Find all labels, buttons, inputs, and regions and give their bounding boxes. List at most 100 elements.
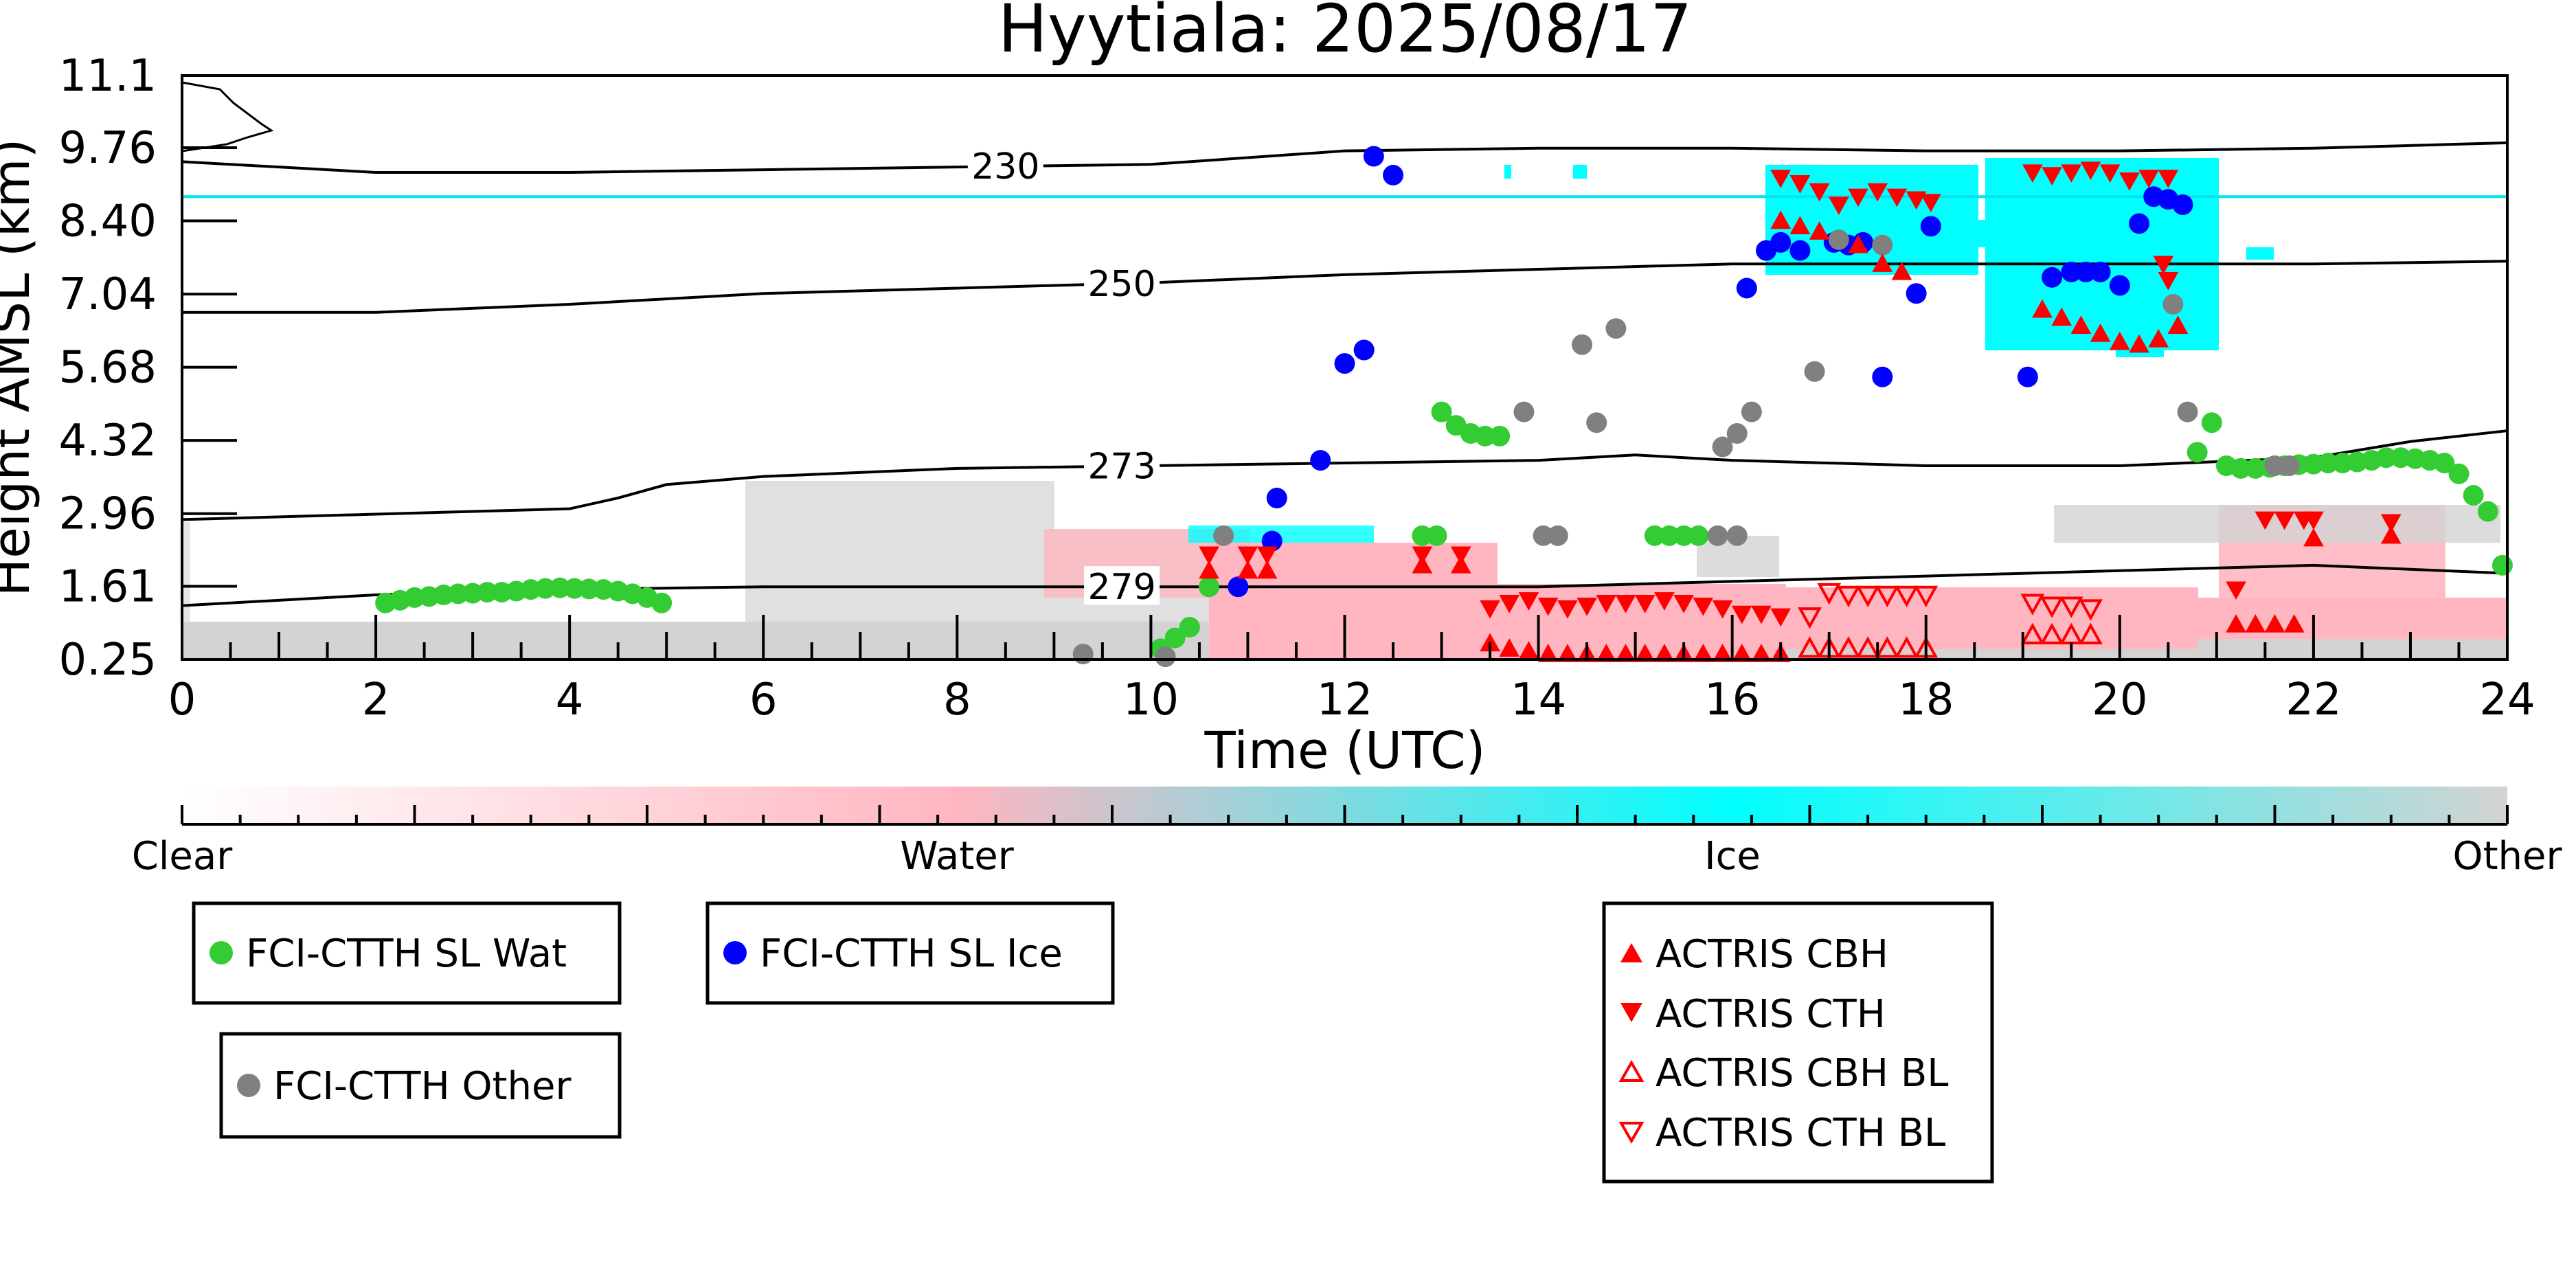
- marker-actris-cbh: [2264, 614, 2285, 633]
- marker-fci-ctth-other: [1804, 361, 1825, 382]
- marker-fci-ctth-sl-wat: [2187, 442, 2208, 463]
- marker-actris-cbh: [2226, 614, 2246, 633]
- y-tick-label: 7.04: [59, 269, 157, 320]
- marker-actris-cth: [1615, 595, 1636, 613]
- marker-fci-ctth-other: [2264, 455, 2285, 476]
- x-tick-label: 0: [168, 675, 196, 725]
- marker-actris-cbh: [1499, 638, 1520, 657]
- marker-actris-cth: [2255, 511, 2276, 530]
- marker-actris-cth: [2022, 164, 2043, 183]
- marker-fci-ctth-sl-wat: [2318, 453, 2339, 474]
- marker-fci-ctth-sl-wat: [1164, 627, 1186, 648]
- marker-fci-ctth-other: [1726, 525, 1748, 546]
- marker-actris-cbh: [2129, 334, 2149, 353]
- marker-actris-cbh: [2245, 614, 2266, 633]
- marker-actris-cth: [1480, 600, 1500, 619]
- legend-box-actris: ACTRIS CBH ACTRIS CTH ACTRIS CBH BL ACTR…: [1602, 901, 1994, 1184]
- marker-actris-cth: [1731, 605, 1752, 624]
- marker-actris-cbh: [1693, 644, 1714, 662]
- legend-marker-ice: [723, 941, 747, 964]
- marker-fci-ctth-sl-ice: [2075, 261, 2097, 282]
- isotherm-label-bg: [1084, 566, 1160, 605]
- legend-label-cbh: ACTRIS CBH: [1656, 932, 1888, 977]
- x-tick-label: 4: [556, 675, 584, 725]
- marker-fci-ctth-sl-ice: [1363, 146, 1384, 167]
- other-fill: [745, 481, 1054, 622]
- x-tick-label: 20: [2092, 675, 2147, 725]
- marker-actris-cbh: [1256, 560, 1278, 579]
- marker-actris-cth: [2226, 581, 2246, 600]
- marker-fci-ctth-other: [1213, 525, 1234, 546]
- marker-actris-cbh: [1770, 210, 1792, 229]
- marker-actris-cth: [1412, 546, 1433, 565]
- legend-label-cbh-bl: ACTRIS CBH BL: [1656, 1051, 1948, 1096]
- marker-actris-cth: [1770, 608, 1792, 627]
- water-fill: [1786, 587, 2198, 649]
- marker-fci-ctth-sl-wat: [2375, 447, 2397, 468]
- isotherm-label-bg: [1084, 262, 1160, 302]
- marker-fci-ctth-sl-ice: [1334, 353, 1355, 374]
- marker-actris-cbh: [1872, 253, 1893, 272]
- marker-fci-ctth-other: [1741, 401, 1762, 422]
- y-tick-label: 4.32: [59, 416, 157, 466]
- marker-fci-ctth-sl-wat: [1475, 425, 1496, 447]
- marker-fci-ctth-other: [1828, 229, 1849, 250]
- marker-actris-cbh: [2070, 315, 2092, 334]
- marker-fci-ctth-sl-wat: [564, 578, 585, 599]
- marker-fci-ctth-sl-ice: [1228, 576, 1249, 598]
- legend-label-cth-bl: ACTRIS CTH BL: [1656, 1111, 1945, 1155]
- marker-actris-cth-bl: [2059, 596, 2083, 618]
- marker-actris-cth: [1920, 194, 1941, 213]
- marker-fci-ctth-sl-wat: [2477, 501, 2498, 522]
- marker-fci-ctth-sl-wat: [578, 578, 600, 600]
- marker-fci-ctth-sl-wat: [2463, 485, 2484, 506]
- marker-actris-cth-bl: [2040, 596, 2064, 618]
- marker-actris-cth: [2061, 164, 2082, 183]
- marker-actris-cth: [2153, 256, 2174, 275]
- ice-fill: [2246, 247, 2274, 260]
- marker-actris-cth: [1673, 595, 1694, 613]
- marker-actris-cbh: [2283, 614, 2305, 633]
- marker-actris-cth: [1256, 546, 1278, 565]
- marker-fci-ctth-other: [1572, 334, 1593, 355]
- marker-actris-cbh: [1537, 644, 1559, 662]
- marker-actris-cbh: [1615, 644, 1636, 662]
- legend-marker-cth: [1620, 1003, 1642, 1022]
- marker-fci-ctth-sl-wat: [1658, 525, 1680, 546]
- marker-actris-cth-bl: [1798, 607, 1822, 629]
- x-tick-label: 16: [1704, 675, 1760, 725]
- isotherm-label-bg: [1084, 445, 1160, 484]
- marker-fci-ctth-other: [1155, 646, 1176, 668]
- marker-actris-cth: [2080, 161, 2101, 181]
- y-tick-label: 5.68: [59, 343, 157, 394]
- marker-fci-ctth-other: [1872, 234, 1893, 256]
- legend-label-other: FCI-CTTH Other: [273, 1064, 572, 1109]
- marker-fci-ctth-sl-wat: [477, 582, 498, 603]
- marker-actris-cth-bl: [1855, 585, 1880, 608]
- legend-label-cth: ACTRIS CTH: [1656, 992, 1886, 1037]
- marker-fci-ctth-sl-ice: [1736, 278, 1757, 299]
- marker-fci-ctth-sl-ice: [1770, 231, 1792, 253]
- marker-actris-cth-bl: [1817, 583, 1842, 605]
- marker-actris-cth: [1518, 592, 1539, 611]
- marker-actris-cbh: [2032, 299, 2053, 318]
- marker-actris-cth: [1596, 595, 1617, 613]
- marker-fci-ctth-sl-wat: [1199, 576, 1220, 598]
- legend-box-other: FCI-CTTH Other: [219, 1032, 622, 1139]
- sounding-profile-line: [181, 81, 274, 152]
- marker-fci-ctth-sl-wat: [1412, 525, 1433, 546]
- marker-actris-cth: [1199, 546, 1219, 565]
- marker-actris-cbh-bl: [1798, 636, 1822, 658]
- marker-actris-cbh: [1809, 221, 1830, 240]
- isotherm-label-250: 250: [1087, 264, 1155, 305]
- marker-actris-cth: [2158, 271, 2179, 291]
- marker-actris-cbh: [2109, 331, 2130, 350]
- marker-fci-ctth-sl-ice: [2172, 194, 2193, 216]
- marker-actris-cth: [1654, 592, 1675, 611]
- marker-actris-cth: [1828, 196, 1849, 216]
- marker-actris-cth: [1789, 174, 1811, 194]
- marker-actris-cbh-bl: [1875, 636, 1899, 658]
- marker-fci-ctth-other: [2162, 293, 2184, 315]
- colorbar-label-other: Other: [2452, 834, 2562, 879]
